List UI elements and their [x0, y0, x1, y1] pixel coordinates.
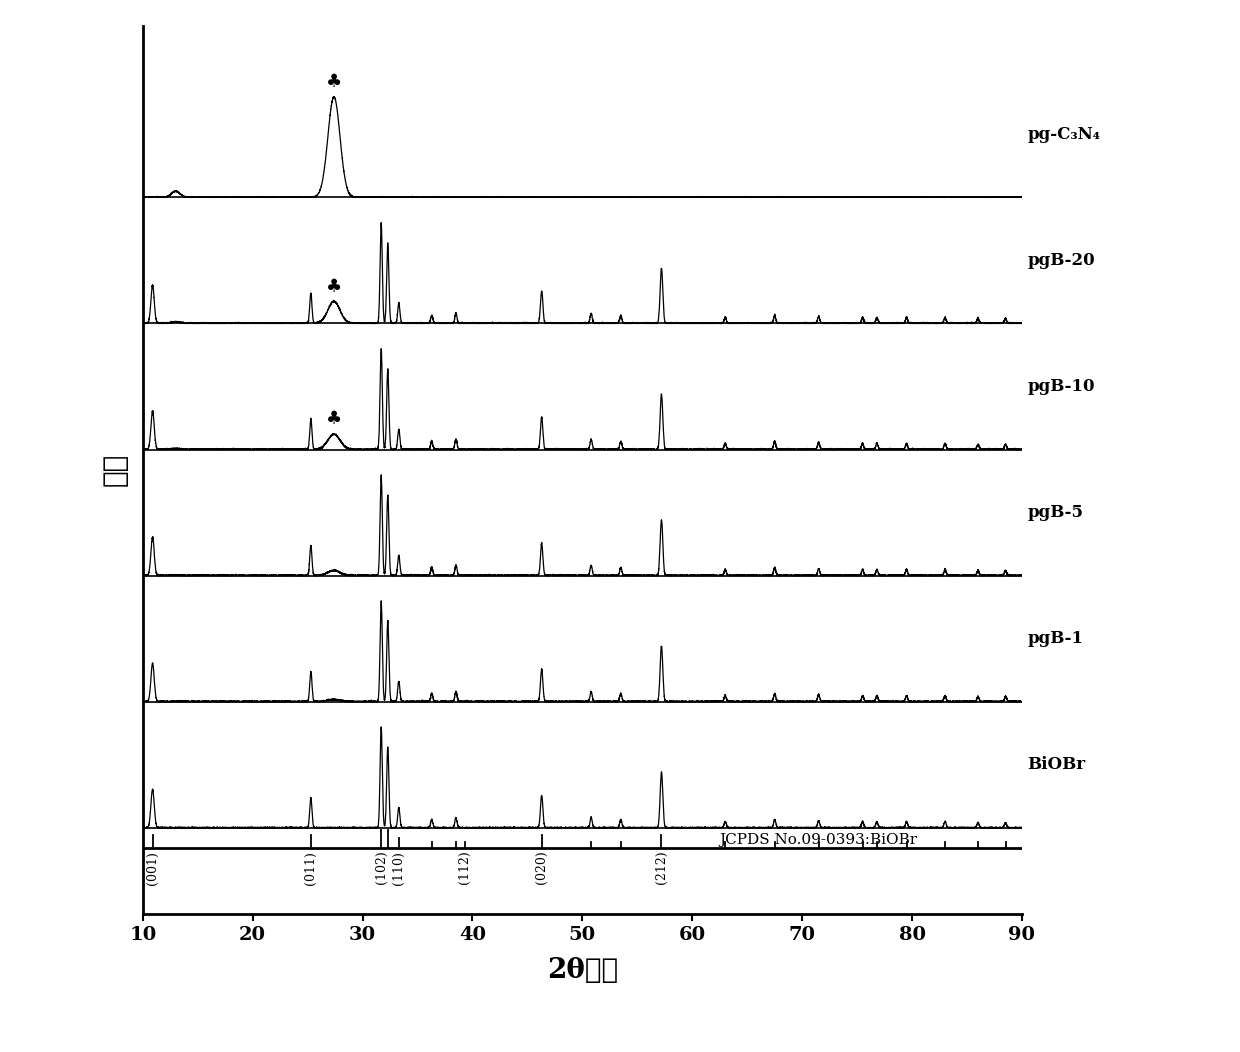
Text: pgB-5: pgB-5: [1028, 504, 1084, 521]
Text: pgB-10: pgB-10: [1028, 378, 1095, 394]
Text: BiOBr: BiOBr: [1028, 756, 1085, 773]
Text: (011): (011): [304, 851, 317, 885]
Text: ♣: ♣: [326, 410, 342, 428]
Text: (102): (102): [374, 851, 388, 885]
Text: ♣: ♣: [326, 278, 342, 296]
Text: (212): (212): [655, 851, 668, 885]
Text: pgB-20: pgB-20: [1028, 252, 1095, 269]
Text: pg-C₃N₄: pg-C₃N₄: [1028, 126, 1100, 143]
Text: (112): (112): [459, 851, 471, 885]
Text: (001): (001): [146, 851, 159, 885]
Text: JCPDS No.09-0393:BiOBr: JCPDS No.09-0393:BiOBr: [719, 833, 918, 847]
X-axis label: 2θ度数: 2θ度数: [547, 957, 618, 985]
Text: (110): (110): [392, 851, 405, 885]
Text: (020): (020): [536, 851, 548, 885]
Text: ♣: ♣: [326, 74, 342, 92]
Text: pgB-1: pgB-1: [1028, 630, 1084, 647]
Y-axis label: 强度: 强度: [102, 453, 129, 486]
